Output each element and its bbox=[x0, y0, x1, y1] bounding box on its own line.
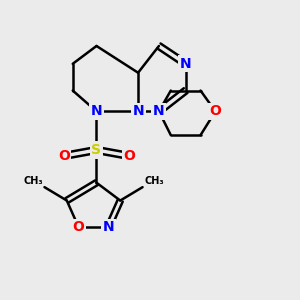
Text: CH₃: CH₃ bbox=[144, 176, 164, 186]
Text: N: N bbox=[103, 220, 114, 234]
Text: N: N bbox=[132, 104, 144, 118]
Text: N: N bbox=[153, 104, 165, 118]
Text: N: N bbox=[180, 57, 191, 71]
Text: N: N bbox=[91, 104, 102, 118]
Text: O: O bbox=[209, 104, 221, 118]
Text: CH₃: CH₃ bbox=[23, 176, 43, 186]
Text: O: O bbox=[73, 220, 85, 234]
Text: O: O bbox=[58, 149, 70, 163]
Text: S: S bbox=[92, 143, 101, 157]
Text: O: O bbox=[123, 149, 135, 163]
